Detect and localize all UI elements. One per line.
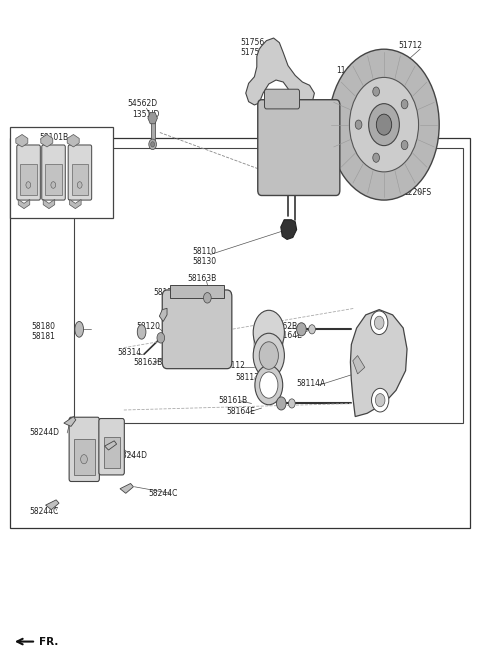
Ellipse shape	[255, 365, 283, 405]
Polygon shape	[46, 500, 59, 510]
Text: 51755: 51755	[240, 48, 264, 57]
Circle shape	[329, 49, 439, 200]
Text: 58314: 58314	[118, 348, 142, 357]
Text: 58164E: 58164E	[274, 331, 302, 340]
Polygon shape	[353, 356, 365, 374]
Text: 58112: 58112	[222, 361, 246, 370]
Polygon shape	[18, 199, 30, 209]
Text: 58164E: 58164E	[227, 407, 255, 416]
Circle shape	[373, 153, 380, 162]
Circle shape	[372, 388, 389, 412]
Bar	[151, 117, 155, 140]
FancyBboxPatch shape	[99, 419, 124, 475]
Text: 58180: 58180	[31, 322, 55, 331]
Polygon shape	[67, 134, 79, 147]
Circle shape	[374, 316, 384, 329]
FancyBboxPatch shape	[69, 417, 99, 482]
Circle shape	[26, 182, 31, 188]
Circle shape	[297, 323, 306, 336]
Text: 58161B: 58161B	[218, 396, 248, 405]
Text: 58244C: 58244C	[30, 507, 59, 516]
Bar	[10, 127, 113, 218]
Text: 58162B: 58162B	[269, 321, 298, 331]
Polygon shape	[350, 310, 407, 417]
Text: 58163B: 58163B	[187, 274, 216, 283]
Bar	[170, 285, 224, 298]
Polygon shape	[41, 134, 53, 147]
Text: 58114A: 58114A	[297, 379, 326, 388]
Bar	[10, 138, 470, 528]
FancyBboxPatch shape	[162, 290, 232, 369]
Text: 58101B: 58101B	[39, 133, 69, 142]
Polygon shape	[159, 308, 167, 321]
Bar	[20, 164, 37, 195]
Circle shape	[276, 397, 286, 410]
Ellipse shape	[253, 310, 284, 355]
Text: 51756: 51756	[240, 38, 264, 47]
Circle shape	[401, 100, 408, 109]
Circle shape	[149, 139, 156, 150]
Bar	[253, 333, 284, 356]
Circle shape	[349, 77, 419, 172]
Polygon shape	[281, 220, 297, 239]
Circle shape	[376, 114, 392, 135]
Polygon shape	[16, 134, 28, 147]
Text: 58163B: 58163B	[133, 358, 163, 367]
Polygon shape	[246, 38, 314, 108]
Bar	[72, 164, 88, 195]
Circle shape	[51, 182, 56, 188]
Text: 58181: 58181	[31, 332, 55, 341]
Text: 58110: 58110	[192, 247, 216, 256]
Circle shape	[369, 104, 399, 146]
Ellipse shape	[75, 321, 84, 337]
Text: 58130: 58130	[192, 257, 216, 266]
Text: 58120: 58120	[137, 321, 161, 331]
Circle shape	[401, 140, 408, 150]
Circle shape	[288, 399, 295, 408]
Text: 58244D: 58244D	[118, 451, 148, 461]
Text: 1140FZ: 1140FZ	[336, 66, 365, 75]
Bar	[104, 437, 120, 468]
Polygon shape	[64, 417, 76, 426]
Text: 58113: 58113	[235, 373, 259, 382]
Text: 1351JD: 1351JD	[132, 110, 159, 119]
FancyBboxPatch shape	[68, 145, 92, 200]
FancyBboxPatch shape	[42, 145, 65, 200]
Circle shape	[77, 182, 82, 188]
Ellipse shape	[259, 342, 278, 369]
Circle shape	[151, 142, 155, 147]
FancyBboxPatch shape	[17, 145, 40, 200]
Polygon shape	[43, 199, 55, 209]
Circle shape	[81, 455, 87, 464]
Circle shape	[371, 311, 388, 335]
Bar	[74, 439, 95, 475]
Polygon shape	[120, 483, 133, 493]
FancyBboxPatch shape	[264, 89, 300, 109]
Circle shape	[309, 325, 315, 334]
Text: 58244D: 58244D	[30, 428, 60, 437]
Polygon shape	[105, 441, 117, 450]
Circle shape	[375, 394, 385, 407]
Ellipse shape	[260, 372, 278, 398]
FancyBboxPatch shape	[258, 100, 340, 195]
Circle shape	[157, 333, 165, 343]
Circle shape	[204, 293, 211, 303]
Polygon shape	[70, 199, 81, 209]
Text: FR.: FR.	[39, 636, 59, 647]
Text: 1220FS: 1220FS	[403, 188, 432, 197]
Text: 58125: 58125	[154, 288, 178, 297]
Circle shape	[355, 120, 362, 129]
Text: 54562D: 54562D	[127, 99, 157, 108]
Ellipse shape	[253, 333, 284, 378]
Text: 51712: 51712	[398, 41, 422, 51]
Text: 58244C: 58244C	[149, 489, 178, 498]
Bar	[74, 148, 463, 423]
Ellipse shape	[137, 325, 146, 339]
Bar	[45, 164, 62, 195]
Circle shape	[373, 87, 380, 96]
Polygon shape	[148, 112, 157, 124]
